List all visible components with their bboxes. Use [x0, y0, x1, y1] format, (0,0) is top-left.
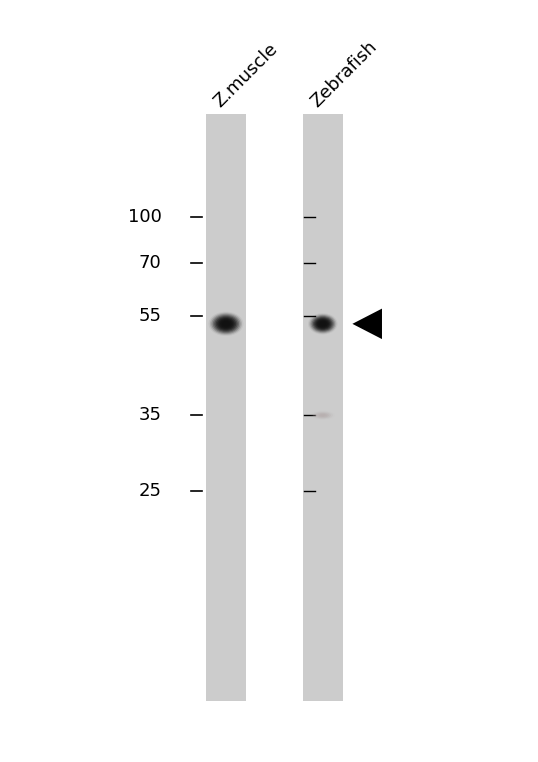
- Bar: [206, 114, 246, 701]
- Ellipse shape: [313, 411, 333, 419]
- Ellipse shape: [310, 315, 335, 333]
- Text: 35: 35: [138, 406, 161, 424]
- Ellipse shape: [317, 413, 329, 418]
- Ellipse shape: [224, 323, 228, 325]
- Ellipse shape: [317, 319, 329, 328]
- Ellipse shape: [318, 414, 327, 417]
- Text: 25: 25: [138, 482, 161, 501]
- Ellipse shape: [320, 322, 325, 325]
- Ellipse shape: [322, 323, 324, 325]
- Ellipse shape: [318, 320, 328, 328]
- Ellipse shape: [315, 412, 331, 418]
- Ellipse shape: [314, 318, 331, 330]
- Ellipse shape: [220, 320, 232, 328]
- Ellipse shape: [210, 312, 242, 335]
- Bar: [302, 114, 343, 701]
- Ellipse shape: [312, 316, 334, 332]
- Ellipse shape: [313, 317, 332, 331]
- Ellipse shape: [319, 322, 327, 327]
- Ellipse shape: [213, 315, 239, 333]
- Ellipse shape: [214, 315, 238, 332]
- Ellipse shape: [308, 313, 338, 335]
- Ellipse shape: [222, 321, 230, 327]
- Ellipse shape: [211, 314, 240, 334]
- Text: Zebrafish: Zebrafish: [307, 37, 381, 110]
- Text: 70: 70: [139, 254, 161, 272]
- Polygon shape: [352, 309, 382, 339]
- Ellipse shape: [218, 319, 233, 329]
- Ellipse shape: [309, 314, 336, 334]
- Ellipse shape: [315, 319, 330, 329]
- Text: Z.muscle: Z.muscle: [210, 40, 281, 110]
- Ellipse shape: [311, 411, 335, 420]
- Ellipse shape: [208, 312, 243, 336]
- Ellipse shape: [321, 415, 325, 416]
- Text: 100: 100: [128, 208, 161, 226]
- Ellipse shape: [217, 318, 235, 330]
- Text: 55: 55: [138, 307, 161, 325]
- Ellipse shape: [223, 322, 229, 326]
- Ellipse shape: [216, 317, 236, 331]
